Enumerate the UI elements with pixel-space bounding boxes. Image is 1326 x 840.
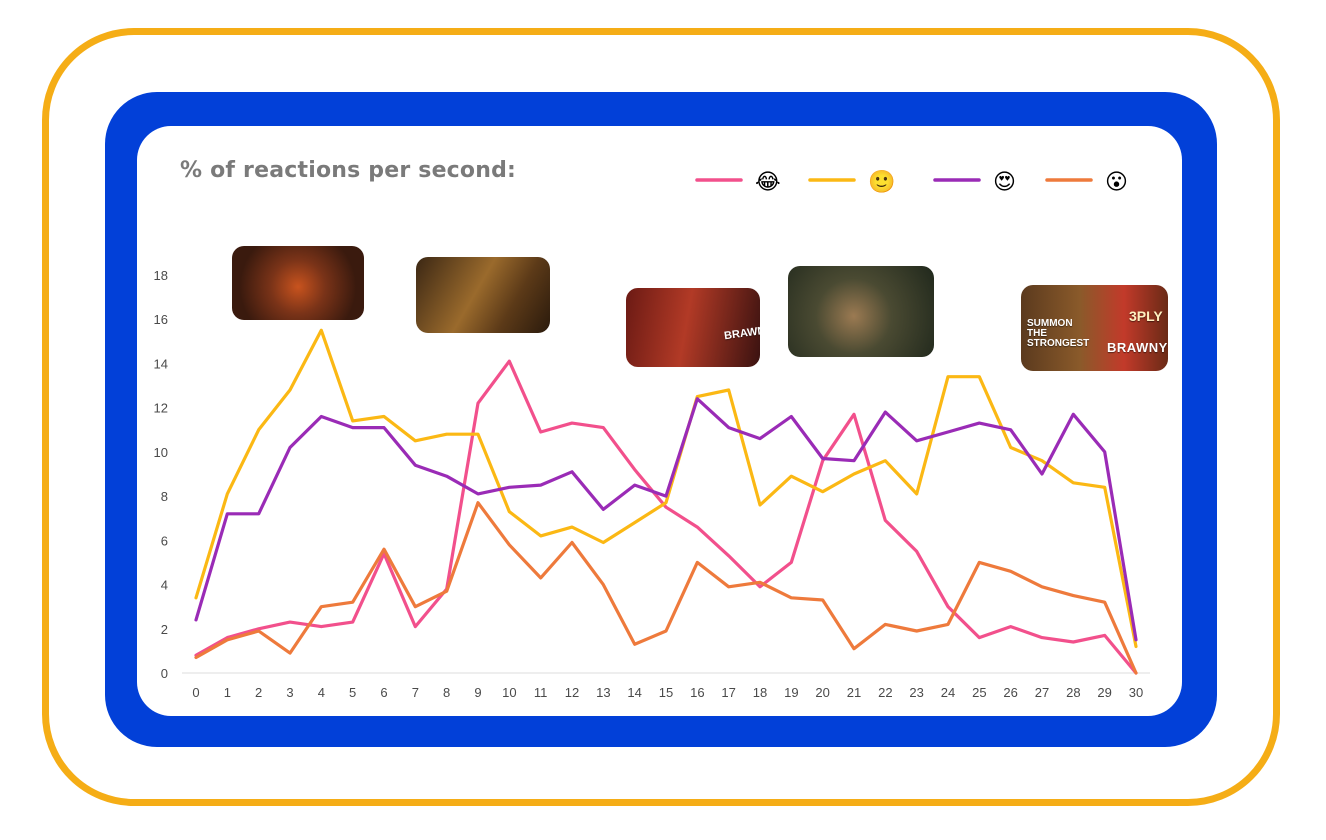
x-tick-label: 23 <box>909 685 923 700</box>
x-tick-label: 29 <box>1097 685 1111 700</box>
series-line-2 <box>194 397 1138 642</box>
x-tick-label: 16 <box>690 685 704 700</box>
x-tick-label: 6 <box>380 685 387 700</box>
y-tick-label: 2 <box>161 622 168 637</box>
x-tick-label: 0 <box>192 685 199 700</box>
x-tick-label: 20 <box>815 685 829 700</box>
chart-card <box>137 126 1182 716</box>
x-tick-label: 18 <box>753 685 767 700</box>
thumbnail-brawny-man-scene: BRAWNY <box>626 288 760 367</box>
x-tick-label: 1 <box>224 685 231 700</box>
y-tick-label: 0 <box>161 666 168 681</box>
y-tick-label: 10 <box>154 445 168 460</box>
x-tick-label: 2 <box>255 685 262 700</box>
x-tick-label: 13 <box>596 685 610 700</box>
x-tick-label: 27 <box>1035 685 1049 700</box>
x-tick-label: 28 <box>1066 685 1080 700</box>
y-tick-label: 18 <box>154 268 168 283</box>
x-tick-label: 17 <box>721 685 735 700</box>
series-line-0 <box>194 359 1138 675</box>
legend-label: 😮 <box>1105 170 1128 195</box>
thumbnail-text: BRAWNY <box>1107 340 1168 355</box>
x-tick-label: 30 <box>1129 685 1143 700</box>
x-tick-label: 19 <box>784 685 798 700</box>
thumbnail-product-scene: SUMMON THE STRONGEST 3PLY BRAWNY <box>1021 285 1168 371</box>
x-tick-label: 3 <box>286 685 293 700</box>
y-tick-label: 16 <box>154 312 168 327</box>
series-line-1 <box>194 328 1138 649</box>
x-tick-label: 21 <box>847 685 861 700</box>
thumbnail-man-phone-scene <box>788 266 934 357</box>
x-tick-label: 25 <box>972 685 986 700</box>
x-tick-label: 4 <box>318 685 325 700</box>
y-tick-label: 12 <box>154 401 168 416</box>
x-tick-label: 12 <box>565 685 579 700</box>
x-tick-label: 5 <box>349 685 356 700</box>
y-tick-label: 4 <box>161 578 168 593</box>
x-tick-label: 24 <box>941 685 955 700</box>
x-tick-label: 11 <box>534 685 548 700</box>
x-tick-label: 10 <box>502 685 516 700</box>
series-line-3 <box>194 501 1138 675</box>
x-tick-label: 7 <box>412 685 419 700</box>
legend-label: 😂 <box>755 170 781 195</box>
legend-label: 😍 <box>993 170 1016 195</box>
x-tick-label: 26 <box>1003 685 1017 700</box>
x-tick-label: 15 <box>659 685 673 700</box>
thumbnail-party-scene <box>232 246 364 320</box>
thumbnail-text: BRAWNY <box>723 323 760 343</box>
thumbnail-text: 3PLY <box>1129 308 1163 324</box>
x-tick-label: 8 <box>443 685 450 700</box>
thumbnail-dust-scene <box>416 257 550 333</box>
y-tick-label: 14 <box>154 356 168 371</box>
y-tick-label: 6 <box>161 533 168 548</box>
x-tick-label: 9 <box>474 685 481 700</box>
thumbnail-text: SUMMON THE STRONGEST <box>1027 318 1090 349</box>
legend-label: 🙂 <box>868 169 895 195</box>
chart-title: % of reactions per second: <box>180 158 517 183</box>
y-tick-label: 8 <box>161 489 168 504</box>
x-tick-label: 14 <box>627 685 641 700</box>
x-tick-label: 22 <box>878 685 892 700</box>
